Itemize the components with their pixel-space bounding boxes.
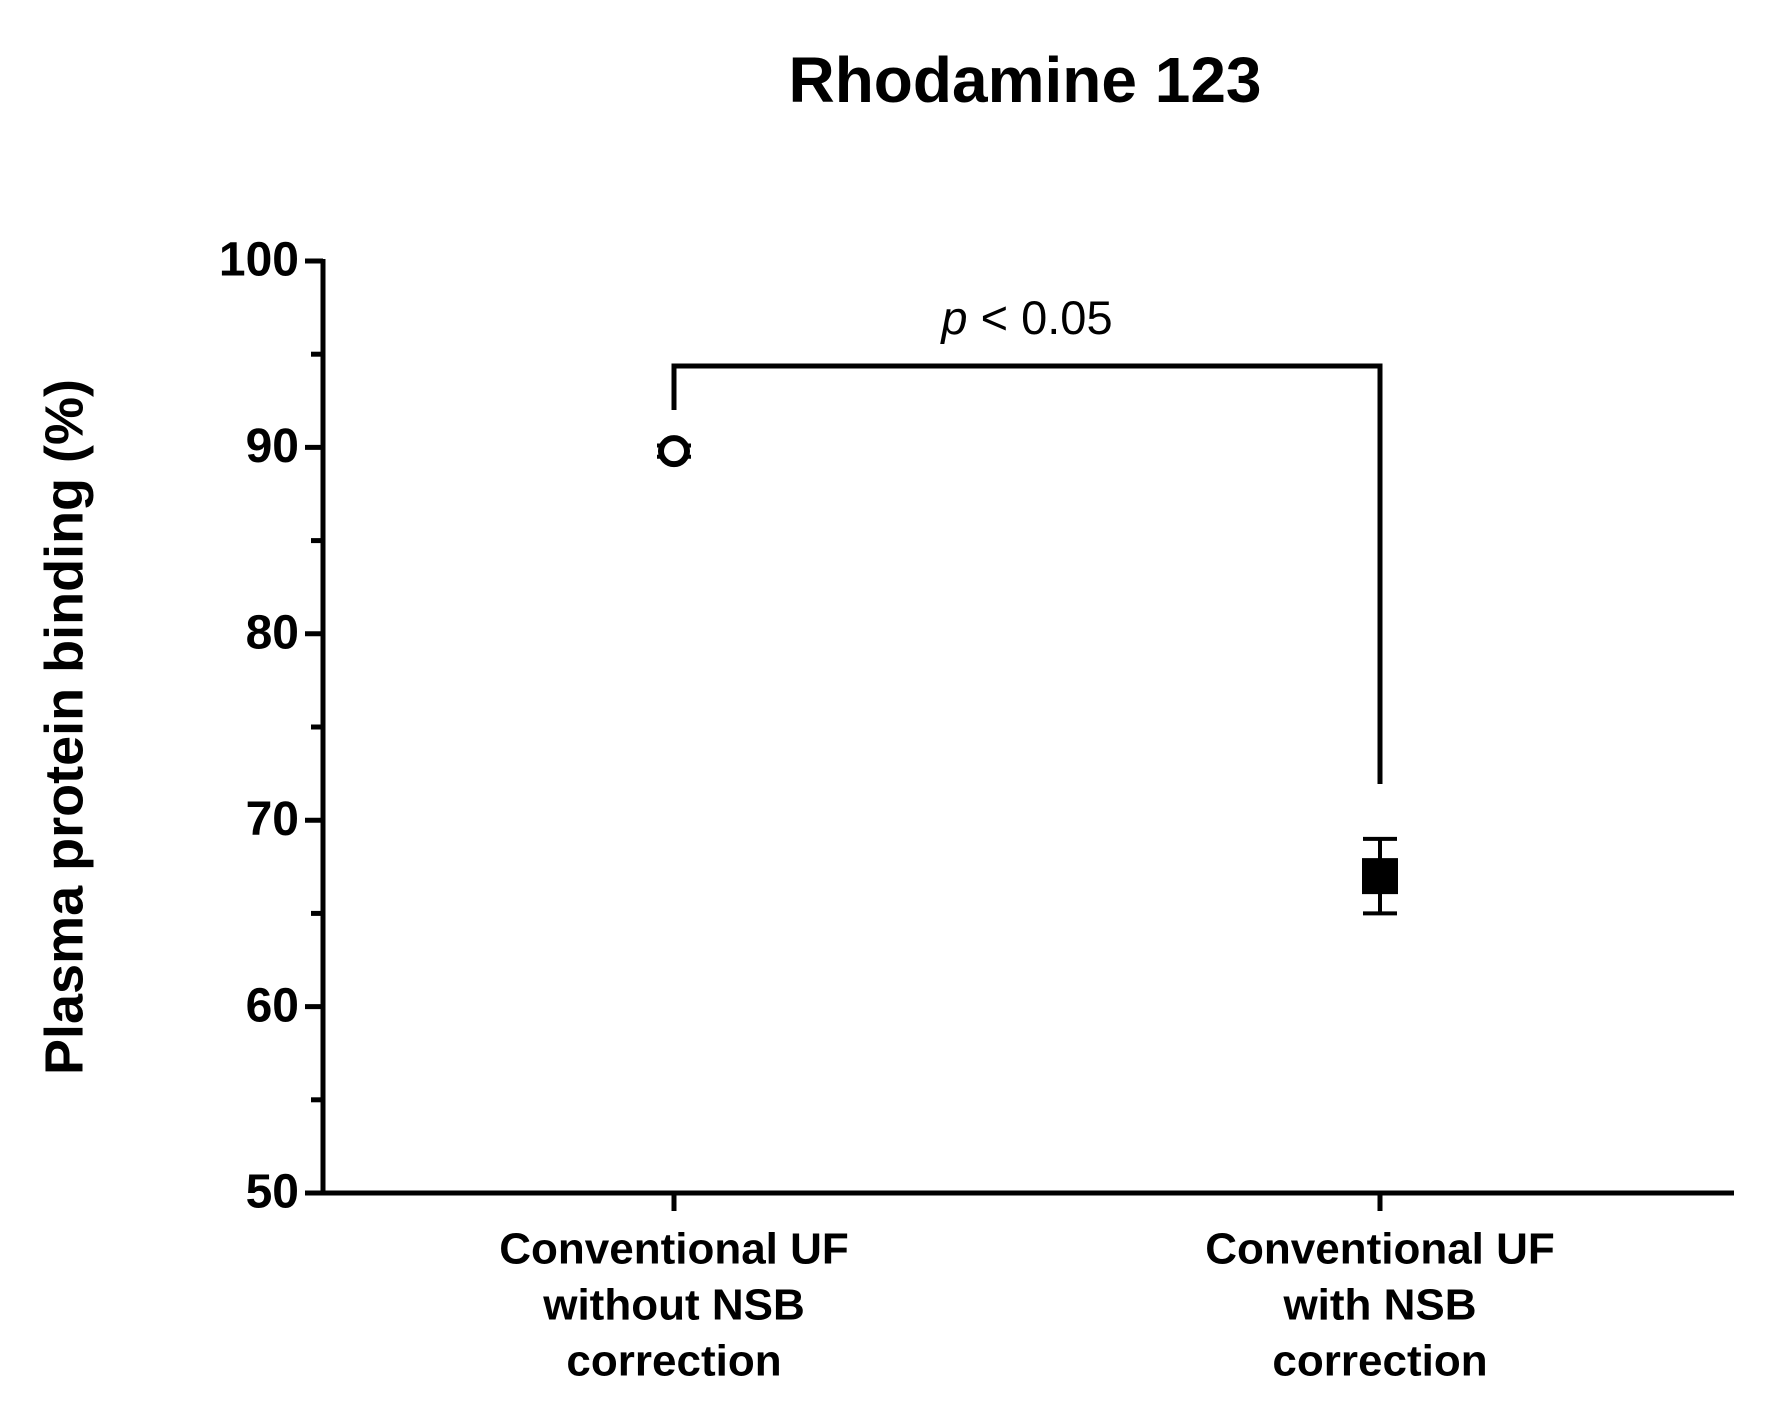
y-tick-label: 70 xyxy=(246,793,299,846)
marker xyxy=(1362,858,1398,895)
x-tick-label: Conventional UF xyxy=(499,1225,849,1274)
annotation-text: < 0.05 xyxy=(981,291,1113,344)
y-axis-label: Plasma protein binding (%) xyxy=(34,379,94,1075)
significance-bracket xyxy=(671,363,1383,784)
x-tick-label: with NSB xyxy=(1282,1281,1476,1330)
marker xyxy=(658,435,690,468)
x-tick-label: Conventional UF xyxy=(1205,1225,1555,1274)
annotation: p < 0.05 xyxy=(939,291,1112,344)
x-tick-label: correction xyxy=(1272,1337,1487,1386)
chart-title: Rhodamine 123 xyxy=(788,44,1261,116)
y-tick-label: 60 xyxy=(246,979,299,1032)
annotation-symbol: p xyxy=(939,291,967,344)
x-tick-label: without NSB xyxy=(542,1281,805,1330)
y-tick-label: 50 xyxy=(246,1166,299,1219)
x-tick-label: correction xyxy=(566,1337,781,1386)
y-tick-label: 90 xyxy=(246,420,299,473)
y-tick-label: 80 xyxy=(246,606,299,659)
y-tick-label: 100 xyxy=(219,234,299,287)
